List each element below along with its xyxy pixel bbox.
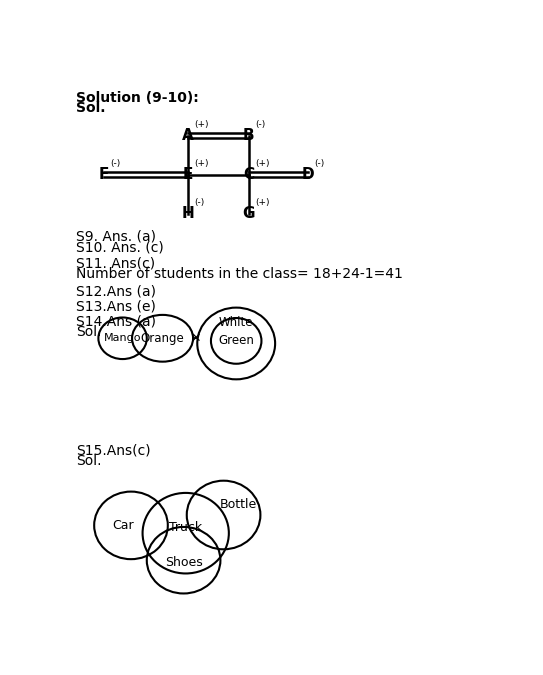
Text: C: C <box>243 167 254 182</box>
Text: B: B <box>243 128 255 143</box>
Text: D: D <box>301 167 314 182</box>
Text: S9. Ans. (a): S9. Ans. (a) <box>76 230 156 244</box>
Text: S13.Ans (e): S13.Ans (e) <box>76 300 156 314</box>
Text: (-): (-) <box>194 198 205 207</box>
Text: (-): (-) <box>256 120 266 129</box>
Text: Green: Green <box>218 334 254 348</box>
Text: (-): (-) <box>110 159 121 168</box>
Text: Orange: Orange <box>141 332 185 345</box>
Text: Number of students in the class= 18+24-1=41: Number of students in the class= 18+24-1… <box>76 267 403 281</box>
Text: G: G <box>243 206 255 221</box>
Text: E: E <box>182 167 193 182</box>
Text: Shoes: Shoes <box>165 556 203 569</box>
Text: F: F <box>98 167 109 182</box>
Text: (-): (-) <box>314 159 325 168</box>
Text: Solution (9-10):: Solution (9-10): <box>76 91 199 105</box>
Text: Sol.: Sol. <box>76 101 106 115</box>
Text: (+): (+) <box>256 159 270 168</box>
Text: Sol.: Sol. <box>76 325 102 339</box>
Text: ✕: ✕ <box>190 332 200 345</box>
Text: White: White <box>219 316 254 329</box>
Text: A: A <box>182 128 194 143</box>
Text: Sol.: Sol. <box>76 454 102 468</box>
Text: H: H <box>181 206 194 221</box>
Text: S12.Ans (a): S12.Ans (a) <box>76 284 156 298</box>
Text: S10. Ans. (c): S10. Ans. (c) <box>76 240 164 254</box>
Text: Car: Car <box>112 519 134 532</box>
Text: S14.Ans (a): S14.Ans (a) <box>76 315 156 328</box>
Text: Mango: Mango <box>104 333 141 344</box>
Text: (+): (+) <box>194 159 209 168</box>
Text: S15.Ans(c): S15.Ans(c) <box>76 443 151 457</box>
Text: (+): (+) <box>256 198 270 207</box>
Text: Bottle: Bottle <box>220 498 257 511</box>
Text: (+): (+) <box>194 120 209 129</box>
Text: Truck: Truck <box>169 522 203 535</box>
Text: S11. Ans(c): S11. Ans(c) <box>76 256 155 271</box>
